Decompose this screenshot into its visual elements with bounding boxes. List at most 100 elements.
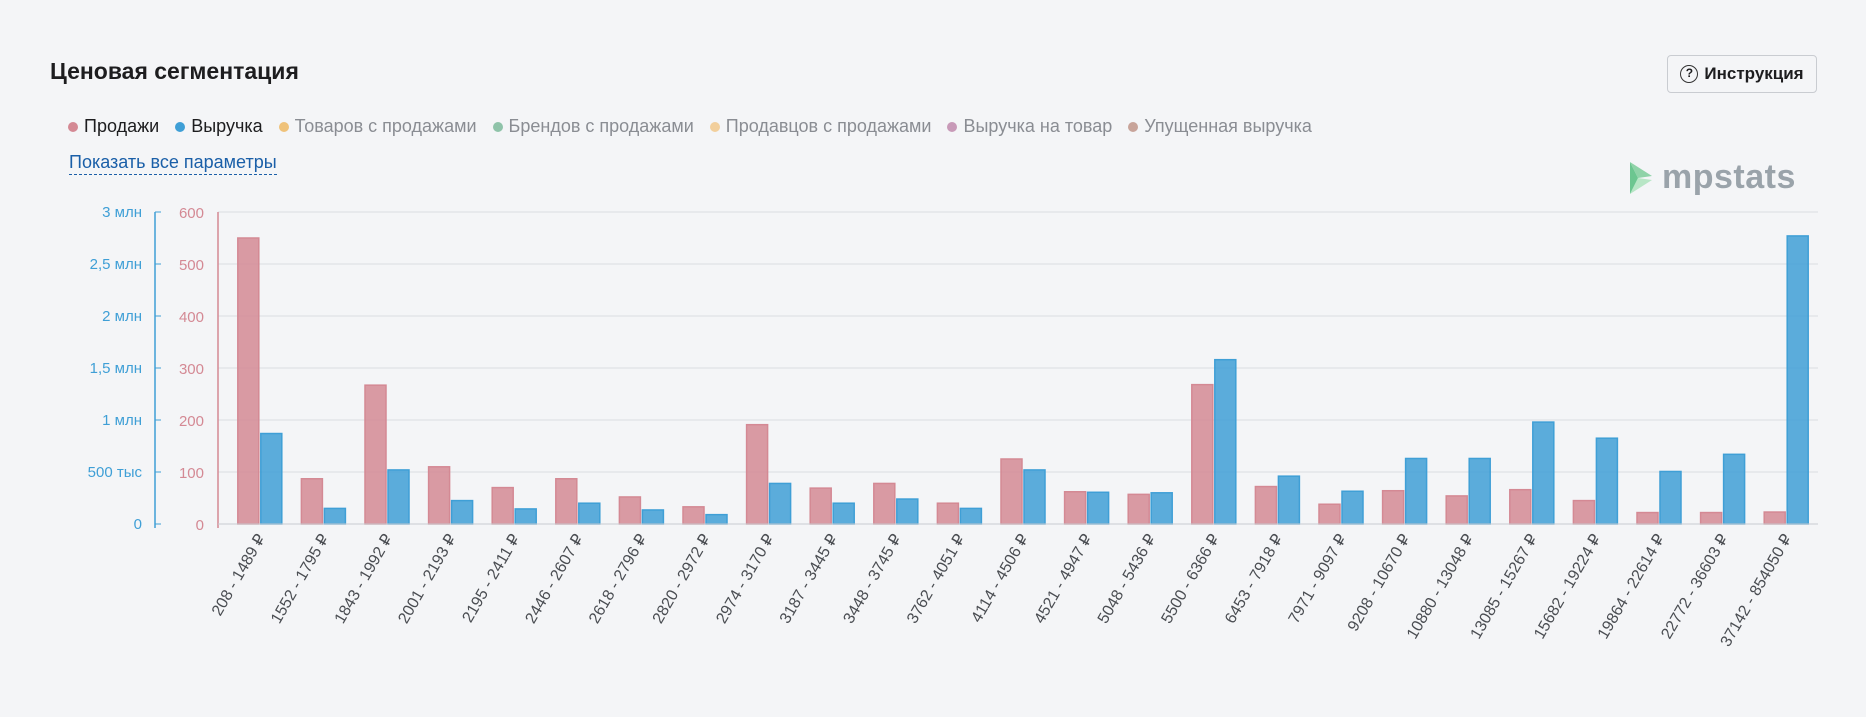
x-axis-tick-label: 19864 - 22614 ₽ [1595, 532, 1669, 643]
sales-bar [1381, 489, 1405, 525]
mpstats-logo-icon [1630, 161, 1652, 194]
legend-label: Выручка [191, 116, 263, 136]
revenue-bar [1150, 492, 1173, 525]
page-title: Ценовая сегментация [50, 58, 299, 84]
mpstats-logo: mpstats [1628, 158, 1796, 197]
revenue-bar [1023, 469, 1046, 525]
x-axis-tick-label: 37142 - 854050 ₽ [1718, 532, 1796, 650]
revenue-bar [323, 507, 347, 525]
revenue-bar [260, 432, 283, 525]
x-axis-tick-label: 13085 - 15267 ₽ [1468, 532, 1542, 643]
revenue-bar [896, 498, 919, 525]
left-axis-tick-label: 2 млн [102, 308, 142, 325]
sales-bar [1509, 488, 1532, 525]
legend-marker [709, 121, 720, 132]
revenue-bar [1086, 491, 1110, 525]
revenue-bar [832, 502, 855, 525]
x-axis-tick-label: 6453 - 7918 ₽ [1222, 532, 1287, 627]
sales-bar [1318, 503, 1341, 525]
sales-bar [745, 423, 769, 525]
instruction-button[interactable]: ? Инструкция [1667, 55, 1817, 93]
right-axis-tick-label: 400 [179, 309, 204, 326]
revenue-bar [705, 513, 728, 525]
sales-bar [1699, 511, 1723, 525]
sales-bar [491, 486, 514, 525]
revenue-bar [1404, 457, 1428, 525]
legend-label: Упущенная выручка [1144, 116, 1312, 136]
revenue-bar [514, 508, 537, 525]
sales-bar [809, 487, 832, 525]
revenue-bar [450, 499, 474, 525]
x-axis-tick-label: 2820 - 2972 ₽ [650, 532, 715, 627]
legend-item[interactable]: Товаров с продажами [278, 116, 477, 137]
legend-marker [492, 121, 503, 132]
sales-bar [1000, 458, 1023, 525]
x-axis-tick-label: 3187 - 3445 ₽ [777, 532, 842, 627]
revenue-bar [1214, 358, 1237, 525]
revenue-bar [1786, 235, 1809, 525]
sales-bar [427, 466, 451, 525]
x-axis-tick-label: 5048 - 5436 ₽ [1095, 532, 1160, 627]
sales-bar [1636, 511, 1659, 525]
right-axis-tick-label: 600 [179, 205, 204, 222]
x-axis-tick-label: 10880 - 13048 ₽ [1404, 532, 1478, 643]
x-axis-tick-label: 7971 - 9097 ₽ [1286, 532, 1351, 627]
sales-bar [1254, 485, 1278, 525]
right-axis-tick-label: 200 [179, 413, 204, 430]
revenue-bar [1277, 475, 1301, 525]
sales-bar [1445, 495, 1468, 525]
legend-marker [68, 121, 78, 132]
legend-marker [1128, 121, 1139, 132]
legend-marker [278, 121, 289, 132]
legend-label: Брендов с продажами [508, 116, 694, 136]
x-axis-tick-label: 2195 - 2411 ₽ [460, 532, 524, 626]
x-axis-tick-label: 4114 - 4506 ₽ [968, 532, 1032, 626]
sales-bar [237, 237, 260, 525]
left-axis-tick-label: 3 млн [102, 204, 142, 221]
show-all-params-link[interactable]: Показать все параметры [69, 152, 277, 175]
legend-marker [947, 121, 958, 132]
right-axis-tick-label: 500 [179, 257, 204, 274]
sales-bar [1191, 383, 1214, 525]
sales-bar [873, 482, 896, 525]
instruction-label: Инструкция [1704, 64, 1804, 83]
sales-bar [364, 384, 387, 525]
x-axis-tick-label: 15682 - 19224 ₽ [1531, 532, 1605, 643]
x-axis-tick-label: 4521 - 4947 ₽ [1031, 532, 1096, 627]
revenue-bar [1595, 437, 1619, 525]
question-icon: ? [1680, 65, 1699, 83]
revenue-bar [959, 507, 983, 525]
x-axis-tick-label: 9208 - 10670 ₽ [1345, 532, 1414, 635]
legend-item[interactable]: Выручка на товар [947, 116, 1112, 137]
logo-text: mpstats [1662, 158, 1796, 196]
sales-bar [682, 506, 705, 525]
left-axis-tick-label: 2,5 млн [90, 256, 142, 273]
sales-bar [555, 478, 578, 525]
sales-bar [618, 496, 642, 525]
legend-item[interactable]: Брендов с продажами [492, 116, 694, 137]
legend-label: Выручка на товар [963, 116, 1113, 136]
left-axis-tick-label: 500 тыс [88, 464, 143, 481]
revenue-bar [768, 482, 792, 525]
right-axis-tick-label: 0 [196, 517, 204, 534]
legend-item[interactable]: Упущенная выручка [1128, 116, 1312, 137]
legend-item[interactable]: Продавцов с продажами [709, 116, 932, 137]
left-axis-tick-label: 1 млн [102, 412, 142, 429]
right-axis-tick-label: 300 [179, 361, 204, 378]
x-axis-tick-label: 1843 - 1992 ₽ [332, 532, 397, 627]
revenue-bar [641, 509, 665, 525]
sales-bar [1763, 511, 1786, 525]
sales-bar [936, 502, 960, 525]
x-axis-tick-label: 2001 - 2193 ₽ [395, 532, 460, 627]
x-axis-tick-label: 2974 - 3170 ₽ [713, 532, 778, 627]
legend-item[interactable]: Выручка [175, 116, 263, 137]
legend-label: Продавцов с продажами [725, 116, 932, 136]
x-axis-tick-label: 22772 - 36603 ₽ [1658, 532, 1732, 643]
x-axis-tick-label: 2618 - 2796 ₽ [586, 532, 651, 627]
sales-bar [1572, 499, 1596, 525]
revenue-bar [1532, 421, 1555, 525]
sales-bar [1127, 493, 1150, 525]
legend-marker [175, 121, 186, 132]
legend-item[interactable]: Продажи [68, 116, 159, 137]
